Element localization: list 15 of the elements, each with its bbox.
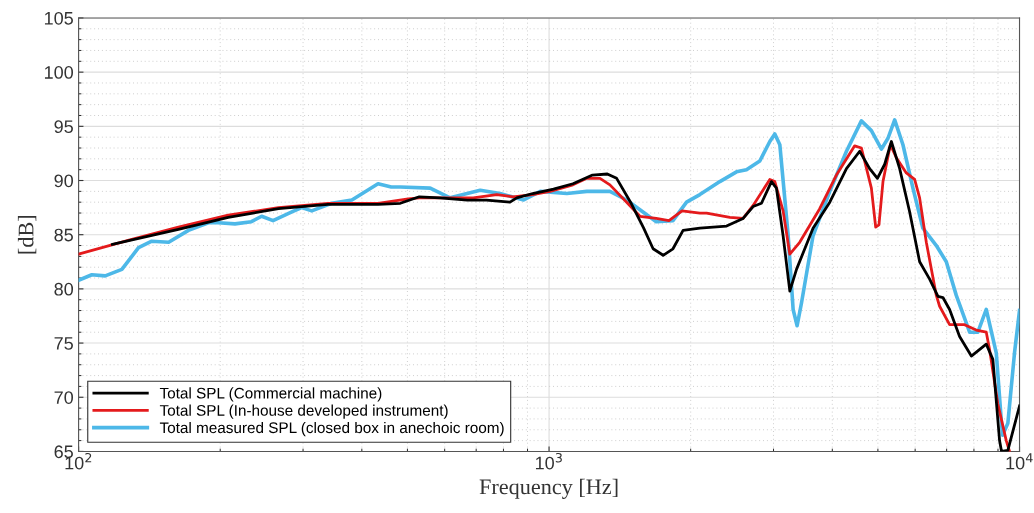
y-tick-label: 75 — [54, 337, 73, 350]
x-tick-label: 10$^{4}$ — [1006, 453, 1033, 470]
legend-label: Total SPL (In-house developed instrument) — [159, 404, 448, 419]
y-tick-label: 95 — [54, 120, 73, 134]
y-tick-label: 70 — [54, 391, 74, 404]
y-tick-label: 80 — [54, 282, 74, 296]
legend-label: Total measured SPL (closed box in anechoic room) — [159, 421, 504, 437]
y-tick-label: 105 — [44, 11, 73, 25]
x-axis-title: Frequency [Hz] — [479, 478, 618, 499]
x-tick-label: 10$^{3}$ — [535, 452, 562, 470]
y-tick-label: 85 — [54, 228, 73, 242]
y-axis-title: [dB] — [17, 215, 37, 254]
y-tick-label: 90 — [54, 174, 74, 188]
legend-label: Total SPL (Commercial machine) — [159, 387, 382, 402]
y-tick-label: 100 — [44, 66, 74, 79]
